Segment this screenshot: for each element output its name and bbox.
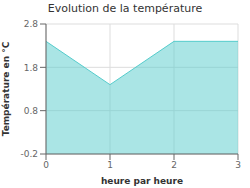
svg-text:Température en °C: Température en °C — [1, 41, 11, 136]
svg-text:heure par heure: heure par heure — [101, 176, 183, 186]
svg-text:2: 2 — [171, 160, 177, 170]
svg-text:3: 3 — [235, 160, 241, 170]
svg-text:0.8: 0.8 — [24, 106, 39, 116]
svg-text:2.8: 2.8 — [24, 19, 39, 29]
svg-text:-0.2: -0.2 — [20, 149, 38, 159]
svg-text:1.8: 1.8 — [24, 63, 39, 73]
svg-text:0: 0 — [43, 160, 49, 170]
svg-text:1: 1 — [107, 160, 113, 170]
html-text:Evolution de la température: Evolution de la température — [47, 2, 203, 15]
